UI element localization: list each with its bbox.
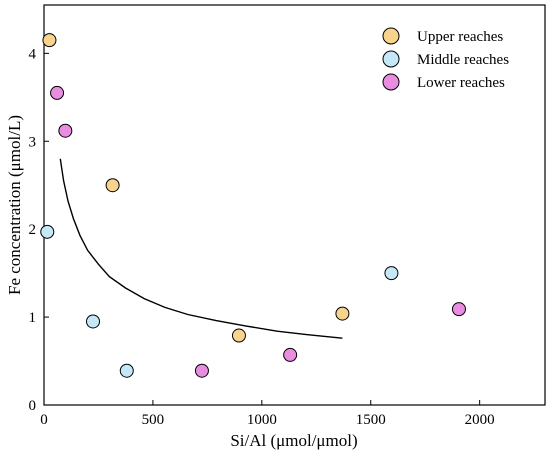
legend-label-middle-reaches: Middle reaches [417, 52, 509, 68]
legend-marker-lower-reaches [382, 73, 400, 91]
point-upper-reaches [42, 33, 57, 48]
x-tick-label: 1500 [356, 412, 386, 428]
y-tick-label: 2 [29, 222, 37, 238]
point-lower-reaches [58, 123, 73, 138]
legend-label-upper-reaches: Upper reaches [417, 29, 503, 45]
point-lower-reaches [451, 302, 466, 317]
y-axis-title: Fe concentration (μmol/L) [5, 115, 24, 295]
legend: Upper reaches Middle reaches Lower reaches [382, 27, 509, 91]
point-middle-reaches [384, 266, 399, 281]
x-axis-title: Si/Al (μmol/μmol) [230, 431, 357, 450]
legend-marker-middle-reaches [382, 50, 400, 68]
data-points [40, 33, 466, 378]
point-middle-reaches [86, 314, 101, 329]
y-tick-label: 1 [29, 310, 37, 326]
x-tick-label: 0 [40, 412, 48, 428]
x-tick-label: 1000 [247, 412, 277, 428]
point-lower-reaches [283, 347, 298, 362]
x-tick-label: 500 [142, 412, 165, 428]
legend-label-lower-reaches: Lower reaches [417, 75, 505, 91]
plot-frame [43, 4, 546, 406]
point-upper-reaches [335, 306, 350, 321]
y-tick-label: 3 [29, 134, 37, 150]
fit-curve-line [59, 158, 343, 339]
legend-marker-upper-reaches [382, 27, 400, 45]
point-lower-reaches [50, 85, 65, 100]
y-tick-label: 4 [29, 46, 37, 62]
y-tick-label: 0 [29, 398, 37, 414]
point-middle-reaches [40, 224, 55, 239]
point-upper-reaches [105, 178, 120, 193]
axis-ticks: 0 500 1000 1500 2000 0 1 2 3 4 [29, 46, 495, 428]
x-tick-label: 2000 [465, 412, 495, 428]
point-middle-reaches [119, 363, 134, 378]
point-lower-reaches [194, 363, 209, 378]
fit-curve-layer [59, 158, 343, 339]
point-upper-reaches [231, 328, 246, 343]
